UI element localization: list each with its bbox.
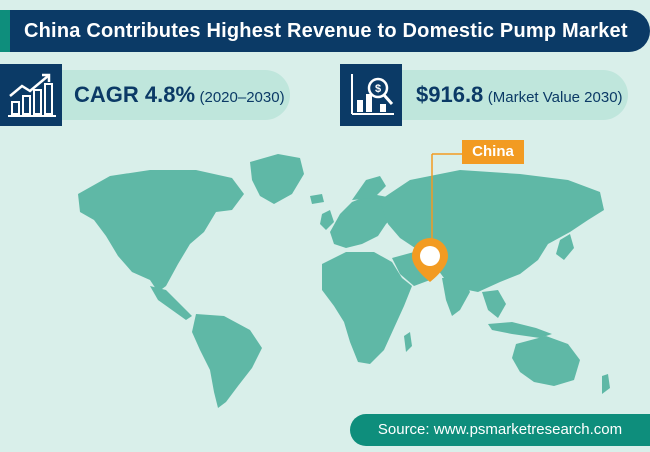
market-value-stat: $ $916.8 (Market Value 2030) (340, 64, 628, 126)
south-america-shape (192, 314, 262, 408)
title-accent (0, 10, 10, 52)
market-value-label: (Market Value 2030) (487, 89, 623, 106)
source-bar: Source: www.psmarketresearch.com (350, 414, 650, 446)
southeast-asia-shape (482, 290, 506, 318)
scandinavia-shape (352, 176, 386, 200)
europe-shape (330, 194, 398, 248)
new-zealand-shape (602, 374, 610, 394)
china-callout: China (462, 140, 524, 164)
indonesia-shape (488, 322, 552, 338)
africa-shape (322, 252, 412, 364)
market-value: $916.8 (416, 82, 484, 107)
cagr-period: (2020–2030) (199, 89, 285, 106)
madagascar-shape (404, 332, 412, 352)
uk-shape (320, 210, 334, 230)
iceland-shape (310, 194, 324, 204)
north-america-shape (78, 170, 244, 292)
market-icon-box: $ (340, 64, 402, 126)
cagr-pill (40, 70, 290, 120)
market-value-text: $916.8 (Market Value 2030) (416, 70, 623, 120)
growth-chart-icon (8, 73, 56, 117)
australia-shape (512, 336, 580, 386)
page-title: China Contributes Highest Revenue to Dom… (24, 20, 628, 42)
source-text: Source: www.psmarketresearch.com (377, 421, 623, 438)
location-pin-icon (412, 238, 448, 282)
india-shape (442, 278, 470, 316)
cagr-stat: CAGR 4.8% (2020–2030) (0, 64, 290, 126)
cagr-value: CAGR 4.8% (74, 82, 196, 107)
title-bar: China Contributes Highest Revenue to Dom… (0, 10, 650, 52)
cagr-icon-box (0, 64, 62, 126)
greenland-shape (250, 154, 304, 204)
cagr-text: CAGR 4.8% (2020–2030) (74, 70, 285, 120)
world-map (78, 153, 610, 408)
svg-text:$: $ (375, 83, 381, 95)
market-value-icon: $ (351, 74, 394, 115)
central-america-shape (150, 286, 192, 320)
market-value-pill (380, 70, 628, 120)
japan-shape (556, 234, 574, 260)
